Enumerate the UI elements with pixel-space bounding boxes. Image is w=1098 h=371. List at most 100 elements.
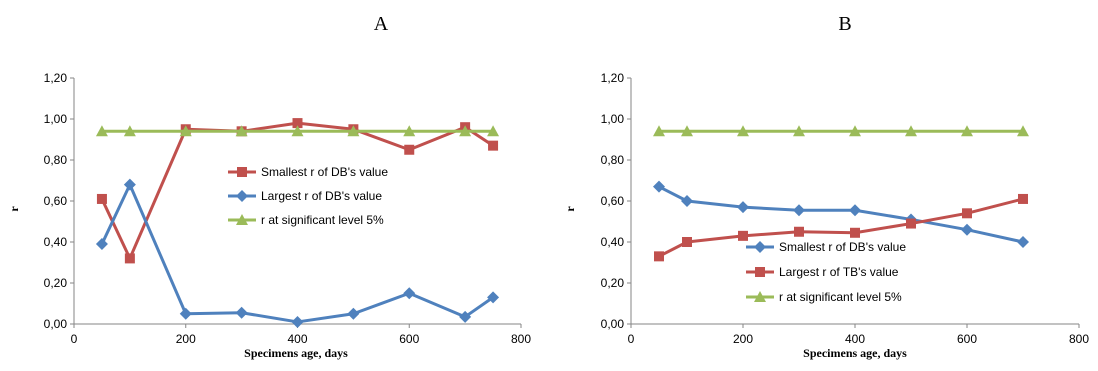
data-point	[1017, 125, 1029, 137]
data-point	[793, 204, 805, 217]
series-0	[653, 180, 1029, 248]
legend-marker	[236, 190, 248, 202]
y-tick-label: 0,80	[44, 153, 68, 167]
legend-entry: Largest r of TB's value	[779, 265, 899, 279]
data-point	[292, 118, 303, 129]
data-point	[961, 125, 973, 137]
y-tick-label: 1,20	[601, 71, 625, 85]
series-2	[653, 125, 1029, 137]
chart-panel-a: A 0,00 0,20 0,40 0,60 0,80 1,00 1,20 0 200 400 600 8…	[7, 13, 531, 360]
y-tick-label: 1,00	[44, 112, 68, 126]
data-point	[681, 125, 693, 137]
legend-marker	[754, 241, 766, 253]
legend-entry: Smallest r of DB's value	[779, 240, 906, 254]
data-point	[794, 226, 804, 237]
series-line	[658, 197, 1024, 258]
data-point	[1017, 236, 1029, 248]
x-tick-label: 600	[399, 332, 419, 346]
series-1	[95, 178, 500, 328]
legend: Smallest r of DB's value Largest r of TB'…	[746, 240, 906, 304]
data-point	[403, 125, 416, 137]
series-line	[658, 185, 1024, 244]
y-tick-label: 0,60	[44, 194, 68, 208]
data-point	[682, 237, 692, 247]
data-point	[905, 125, 917, 137]
data-point	[654, 251, 664, 262]
x-tick-label: 0	[628, 332, 635, 346]
legend-marker	[237, 167, 247, 177]
data-point	[291, 125, 304, 137]
y-axis-label: r	[7, 206, 21, 212]
legend-entry: Largest r of DB's value	[261, 189, 382, 203]
data-point	[347, 125, 360, 137]
x-tick-label: 200	[733, 332, 753, 346]
x-tick-label: 0	[71, 332, 78, 346]
data-point	[849, 125, 861, 137]
chart-title: A	[374, 13, 389, 35]
series-1	[654, 193, 1028, 262]
legend-entry: r at significant level 5%	[261, 213, 384, 227]
data-point	[738, 230, 748, 241]
data-point	[95, 238, 108, 251]
data-point	[459, 310, 472, 323]
data-point	[488, 140, 499, 151]
y-tick-label: 0,00	[44, 317, 68, 331]
series-line	[100, 183, 494, 324]
data-point	[179, 307, 192, 320]
legend-marker	[236, 214, 248, 225]
data-point	[347, 307, 360, 320]
data-point	[404, 144, 415, 155]
data-point	[487, 291, 500, 304]
data-point	[653, 125, 665, 137]
y-tick-label: 1,20	[44, 71, 68, 85]
y-tick-label: 0,60	[601, 194, 625, 208]
legend-entry: r at significant level 5%	[779, 290, 902, 304]
x-tick-label: 200	[176, 332, 196, 346]
data-point	[95, 125, 108, 137]
data-point	[403, 287, 416, 300]
legend-entry: Smallest r of DB's value	[261, 165, 388, 179]
data-point	[96, 193, 107, 204]
data-point	[737, 125, 749, 137]
legend: Smallest r of DB's value Largest r of DB'…	[228, 165, 388, 227]
series-2	[95, 125, 500, 137]
data-point	[235, 125, 248, 137]
legend-marker	[755, 267, 765, 277]
data-point	[459, 125, 472, 137]
data-point	[793, 125, 805, 137]
x-tick-label: 600	[957, 332, 977, 346]
data-point	[179, 125, 192, 137]
y-tick-label: 1,00	[601, 112, 625, 126]
data-point	[653, 180, 665, 193]
data-point	[849, 204, 861, 217]
y-tick-label: 0,20	[44, 276, 68, 290]
x-tick-label: 800	[1069, 332, 1089, 346]
chart-panel-b: B 0,00 0,20 0,40 0,60 0,80 1,00 1,20 0 200 400 600 8…	[563, 13, 1089, 360]
legend-marker	[754, 291, 766, 302]
data-point	[962, 208, 972, 219]
data-point	[123, 125, 136, 137]
data-point	[235, 306, 248, 319]
data-point	[123, 178, 136, 191]
x-tick-label: 400	[287, 332, 307, 346]
data-point	[906, 218, 916, 229]
data-point	[737, 201, 749, 214]
x-axis-label: Specimens age, days	[803, 346, 907, 360]
x-tick-label: 400	[845, 332, 865, 346]
data-point	[291, 315, 304, 328]
y-tick-label: 0,40	[601, 235, 625, 249]
y-tick-label: 0,20	[601, 276, 625, 290]
x-tick-label: 800	[511, 332, 531, 346]
y-tick-label: 0,80	[601, 153, 625, 167]
data-point	[850, 227, 860, 238]
y-tick-label: 0,00	[601, 317, 625, 331]
y-tick-label: 0,40	[44, 235, 68, 249]
x-axis-label: Specimens age, days	[244, 346, 348, 360]
data-point	[961, 223, 973, 236]
y-axis-label: r	[563, 206, 577, 212]
data-point	[487, 125, 500, 137]
data-point	[681, 195, 693, 207]
data-point	[1018, 193, 1028, 204]
data-point	[124, 253, 135, 264]
